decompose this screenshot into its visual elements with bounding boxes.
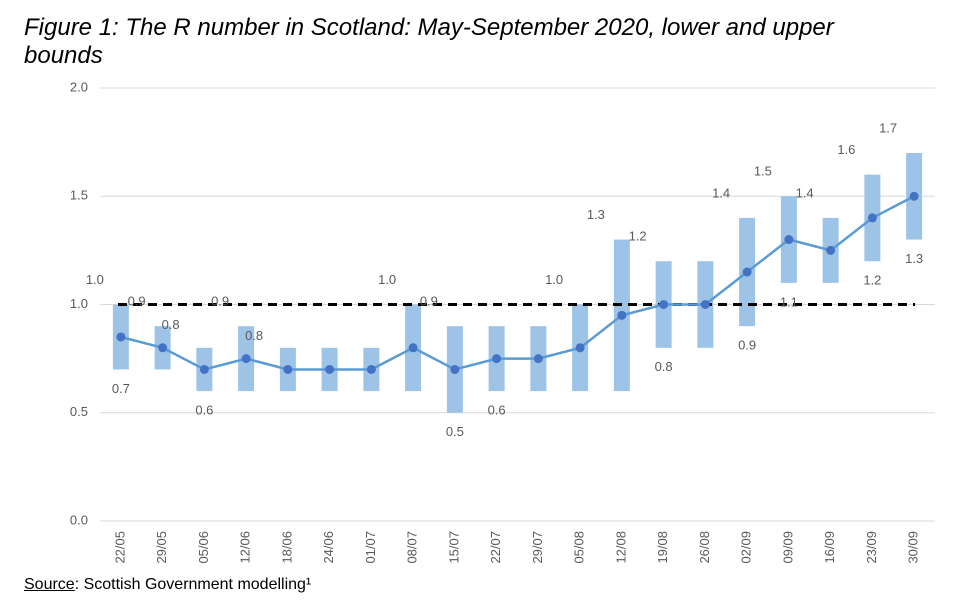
lower-label: 0.8 [655, 359, 673, 374]
upper-label: 1.4 [712, 185, 730, 200]
r-point [533, 354, 543, 364]
point-label: 0.8 [162, 317, 180, 332]
r-point [575, 343, 585, 353]
r-point [784, 235, 794, 245]
x-tick-label: 16/09 [822, 531, 837, 564]
upper-label: 1.4 [796, 185, 814, 200]
upper-label: 0.9 [420, 294, 438, 309]
r-point [742, 267, 752, 277]
upper-label: 1.0 [378, 272, 396, 287]
r-point [450, 364, 460, 374]
x-tick-label: 12/06 [238, 531, 253, 564]
lower-label: 0.5 [446, 424, 464, 439]
y-tick-label: 0.5 [70, 404, 88, 419]
r-point [158, 343, 168, 353]
r-point [408, 343, 418, 353]
upper-label: 1.0 [86, 272, 104, 287]
lower-label: 0.9 [738, 338, 756, 353]
x-tick-label: 12/08 [613, 531, 628, 564]
r-point [199, 364, 209, 374]
x-tick-label: 29/07 [530, 531, 545, 564]
r-point [241, 354, 251, 364]
r-line [120, 195, 915, 371]
lower-label: 0.7 [112, 381, 130, 396]
r-point [617, 310, 627, 320]
r-point [826, 245, 836, 255]
x-tick-label: 22/05 [112, 531, 127, 564]
x-tick-label: 19/08 [655, 531, 670, 564]
upper-label: 1.0 [545, 272, 563, 287]
y-tick-label: 0.0 [70, 512, 88, 527]
x-tick-label: 18/06 [279, 531, 294, 564]
x-tick-label: 23/09 [864, 531, 879, 564]
r-point [366, 364, 376, 374]
r-point [659, 300, 669, 309]
lower-label: 0.6 [488, 403, 506, 418]
x-tick-label: 09/09 [780, 531, 795, 564]
r-point [867, 213, 877, 223]
y-tick-label: 1.0 [70, 296, 88, 311]
source-label: Source [24, 576, 75, 593]
y-tick-label: 1.5 [70, 188, 88, 203]
upper-label: 1.7 [879, 120, 897, 135]
upper-label: 1.2 [629, 229, 647, 244]
x-tick-label: 26/08 [697, 531, 712, 564]
x-tick-label: 30/09 [906, 531, 921, 564]
lower-label: 1.3 [905, 251, 923, 266]
upper-label: 0.9 [128, 294, 146, 309]
upper-label: 0.9 [211, 294, 229, 309]
x-tick-label: 02/09 [739, 531, 754, 564]
lower-label: 1.2 [863, 273, 881, 288]
point-label: 0.8 [245, 328, 263, 343]
r-point [700, 300, 710, 309]
x-tick-label: 01/07 [363, 531, 378, 564]
r-point [325, 364, 335, 374]
y-tick-label: 2.0 [70, 79, 88, 94]
x-tick-label: 05/08 [572, 531, 587, 564]
upper-label: 1.6 [837, 142, 855, 157]
lower-label: 1.1 [780, 294, 798, 309]
x-tick-label: 24/06 [321, 531, 336, 564]
source: Source: Scottish Government modelling¹ [24, 576, 311, 594]
x-tick-label: 05/06 [196, 531, 211, 564]
x-tick-label: 29/05 [154, 531, 169, 564]
r-point [283, 364, 293, 374]
r-point [116, 332, 126, 342]
x-tick-label: 22/07 [488, 531, 503, 564]
source-text: : Scottish Government modelling¹ [74, 576, 312, 593]
r-point [909, 191, 919, 201]
upper-label: 1.3 [587, 207, 605, 222]
x-tick-label: 08/07 [405, 531, 420, 564]
x-tick-label: 15/07 [446, 531, 461, 564]
lower-label: 0.6 [195, 403, 213, 418]
upper-label: 1.5 [754, 164, 772, 179]
r-point [492, 354, 502, 364]
chart-title: Figure 1: The R number in Scotland: May-… [24, 14, 834, 69]
